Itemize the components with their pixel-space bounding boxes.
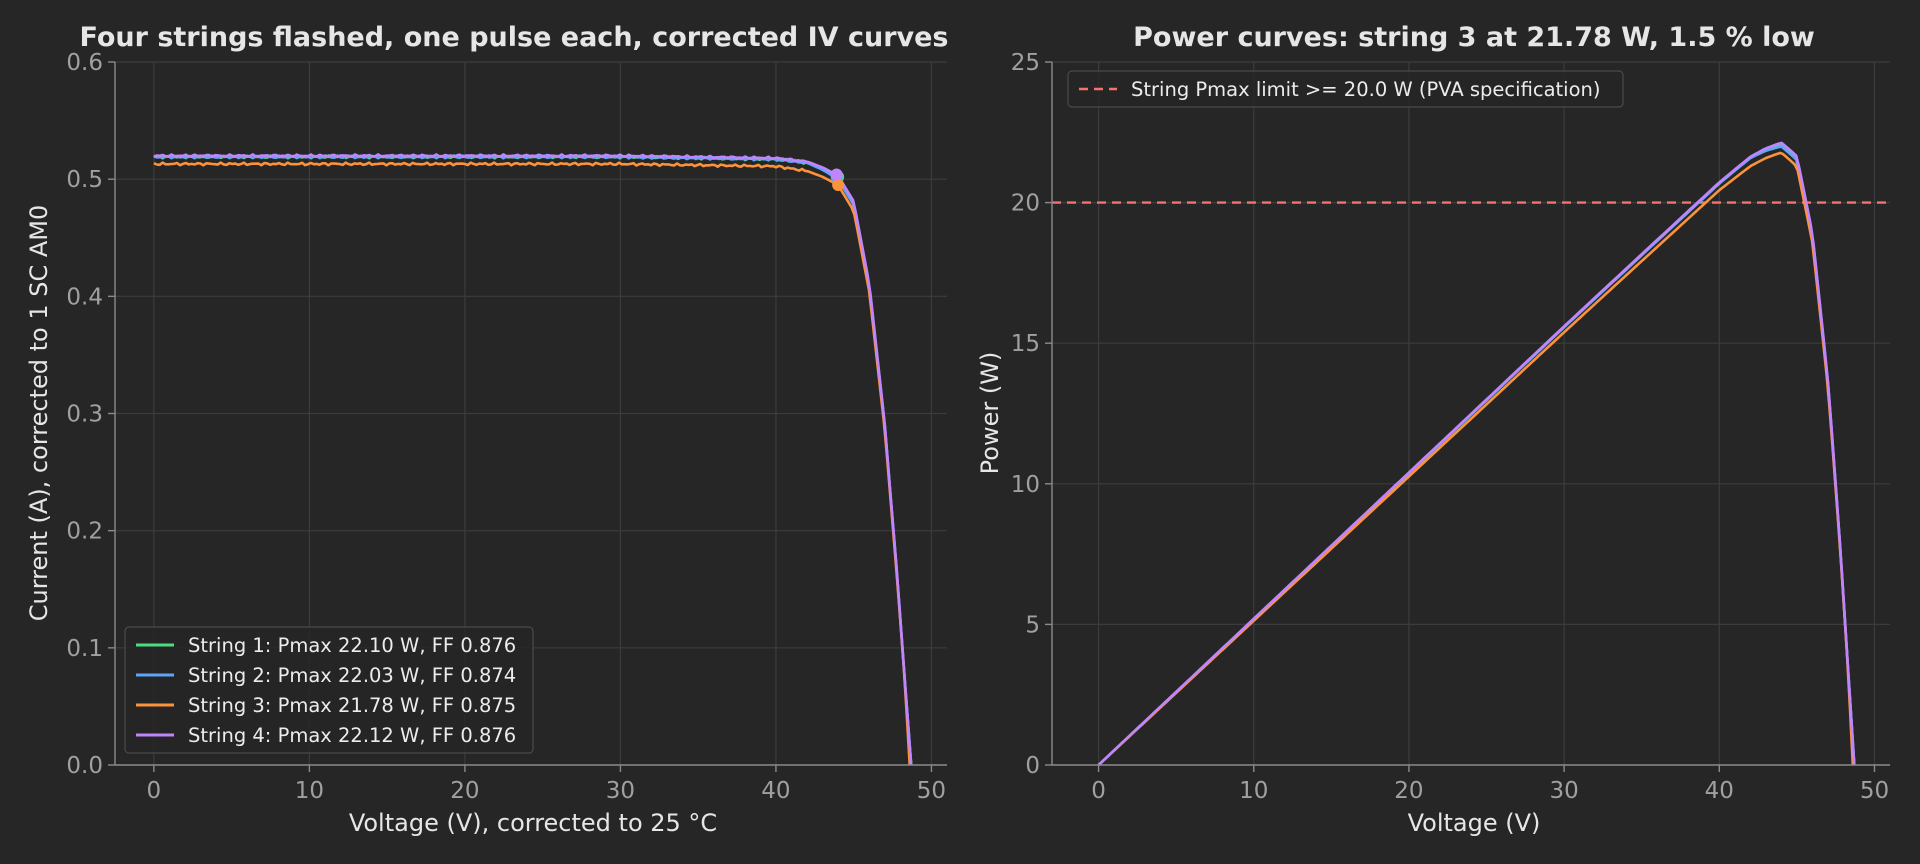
y-tick-label: 5 <box>1025 612 1040 638</box>
power-axis-ticks: 0 10 20 30 40 50 0 5 10 15 20 25 <box>1011 50 1889 804</box>
y-tick-label: 0 <box>1025 753 1040 779</box>
y-tick-label: 0.1 <box>66 636 103 662</box>
iv-series-line <box>153 153 913 766</box>
power-y-axis-label: Power (W) <box>976 352 1004 475</box>
y-tick-label: 10 <box>1011 472 1040 498</box>
legend-box <box>1067 70 1624 108</box>
iv-x-axis-label: Voltage (V), corrected to 25 °C <box>349 809 717 837</box>
iv-gridlines <box>115 61 947 766</box>
y-tick-label: 0.5 <box>66 167 103 193</box>
legend-box <box>124 626 534 754</box>
y-tick-label: 0.0 <box>66 753 103 779</box>
y-tick-label: 25 <box>1011 50 1040 76</box>
y-tick-label: 0.4 <box>66 284 103 310</box>
legend-entry: String Pmax limit >= 20.0 W (PVA specifi… <box>1131 78 1601 101</box>
iv-y-axis-label: Current (A), corrected to 1 SC AM0 <box>25 205 53 621</box>
power-series-line <box>1097 151 1855 766</box>
power-series-line <box>1097 142 1856 766</box>
x-tick-label: 40 <box>761 778 790 804</box>
y-tick-label: 0.2 <box>66 519 103 545</box>
x-tick-label: 30 <box>1549 778 1578 804</box>
legend-entry: String 3: Pmax 21.78 W, FF 0.875 <box>188 694 516 717</box>
y-tick-label: 20 <box>1011 191 1040 217</box>
iv-axis-ticks: 0 10 20 30 40 50 0.0 0.1 0.2 0.3 0.4 0.5 0.6 <box>66 50 946 804</box>
power-legend: String Pmax limit >= 20.0 W (PVA specifi… <box>1067 70 1624 108</box>
legend-entry: String 2: Pmax 22.03 W, FF 0.874 <box>188 664 516 687</box>
power-series-line <box>1097 141 1856 766</box>
power-curve-panel: 0 10 20 30 40 50 0 5 10 15 20 25 Power curves: stri… <box>976 22 1890 837</box>
x-tick-label: 20 <box>1394 778 1423 804</box>
x-tick-label: 30 <box>606 778 635 804</box>
power-chart-title: Power curves: string 3 at 21.78 W, 1.5 %… <box>1133 22 1815 53</box>
x-tick-label: 40 <box>1705 778 1734 804</box>
x-tick-label: 20 <box>450 778 479 804</box>
x-tick-label: 10 <box>295 778 324 804</box>
max-power-point-marker <box>830 168 843 181</box>
x-tick-label: 50 <box>1860 778 1889 804</box>
x-tick-label: 10 <box>1239 778 1268 804</box>
max-power-point-marker <box>832 179 845 192</box>
y-tick-label: 15 <box>1011 331 1040 357</box>
iv-chart-title: Four strings flashed, one pulse each, co… <box>79 22 948 53</box>
power-axes-spines <box>1051 62 1890 766</box>
power-series-line <box>1097 145 1856 766</box>
x-tick-label: 50 <box>917 778 946 804</box>
iv-series-line <box>153 161 911 766</box>
y-tick-label: 0.6 <box>66 50 103 76</box>
x-tick-label: 0 <box>147 778 162 804</box>
iv-curve-panel: 0 10 20 30 40 50 0.0 0.1 0.2 0.3 0.4 0.5 0.6 Four st… <box>25 22 949 837</box>
x-tick-label: 0 <box>1091 778 1106 804</box>
power-x-axis-label: Voltage (V) <box>1408 809 1541 837</box>
iv-legend: String 1: Pmax 22.10 W, FF 0.876 String 2… <box>124 626 534 754</box>
iv-series-layer <box>153 153 913 766</box>
power-series-layer <box>1097 141 1856 766</box>
legend-entry: String 1: Pmax 22.10 W, FF 0.876 <box>188 634 516 657</box>
legend-entry: String 4: Pmax 22.12 W, FF 0.876 <box>188 724 516 747</box>
y-tick-label: 0.3 <box>66 402 103 428</box>
